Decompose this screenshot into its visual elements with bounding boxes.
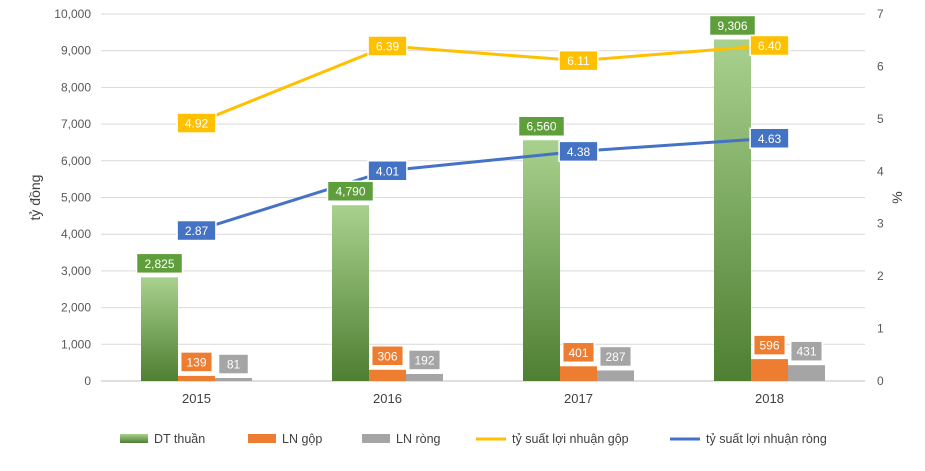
x-tick-label: 2018: [755, 391, 784, 406]
y2-tick-label: 5: [877, 112, 884, 126]
bar: [788, 365, 825, 381]
y-axis-title: tỷ đồng: [27, 175, 43, 221]
y2-tick-label: 2: [877, 269, 884, 283]
legend-label: tỷ suất lợi nhuận gộp: [512, 432, 629, 446]
y2-tick-label: 0: [877, 374, 884, 388]
bar-data-label: 9,306: [717, 19, 747, 33]
line-data-label: 4.63: [758, 132, 782, 146]
legend: DT thuần LN gộp LN ròng tỷ suất lợi nhuận g…: [120, 432, 827, 446]
x-tick-label: 2015: [182, 391, 211, 406]
line-data-label-box: [176, 112, 217, 134]
y-tick-label: 0: [84, 374, 91, 388]
bar-data-label-box: [789, 340, 824, 362]
legend-swatch: [362, 434, 390, 443]
line-data-label: 4.38: [567, 145, 591, 159]
y-tick-label: 2,000: [61, 301, 91, 315]
line-data-label-box: [558, 140, 599, 163]
bar: [597, 370, 634, 381]
bar: [141, 277, 178, 381]
legend-swatch: [120, 434, 148, 443]
bar-data-label: 6,560: [526, 120, 556, 134]
y-tick-label: 8,000: [61, 80, 91, 94]
data-labels: 2,825 4,790 6,560 9,306 139 306 401 596 81 192 287…: [135, 14, 824, 375]
bar-data-label-box: [407, 349, 442, 371]
series-line: [196, 136, 770, 232]
y-tick-label: 9,000: [61, 44, 91, 58]
bar-data-label: 287: [605, 350, 625, 364]
bar: [523, 140, 560, 381]
y-tick-label: 10,000: [54, 7, 91, 21]
bar-data-label-box: [561, 341, 596, 364]
line-data-label: 4.01: [376, 164, 400, 178]
bar-data-label: 401: [568, 346, 588, 360]
y-tick-label: 6,000: [61, 154, 91, 168]
y-tick-label: 4,000: [61, 227, 91, 241]
bar-data-label-box: [598, 345, 633, 368]
line-data-label-box: [176, 219, 217, 242]
bar-data-label-box: [326, 180, 375, 202]
y-tick-label: 5,000: [61, 191, 91, 205]
legend-label: tỷ suất lợi nhuận ròng: [706, 432, 827, 446]
bar: [178, 375, 215, 381]
line-data-label-box: [367, 160, 408, 182]
bar: [215, 378, 252, 381]
legend-label: LN ròng: [396, 432, 441, 446]
line-data-label: 6.11: [567, 54, 590, 68]
bar-data-label-box: [135, 252, 184, 275]
bar-data-label: 139: [186, 355, 206, 369]
y-tick-label: 1,000: [61, 337, 91, 351]
line-data-label-box: [367, 35, 408, 57]
line-data-label: 4.92: [185, 117, 209, 131]
bar: [751, 359, 788, 381]
bar-data-label-box: [179, 351, 214, 373]
y2-tick-label: 3: [877, 217, 884, 231]
bar-data-label: 81: [227, 358, 241, 372]
bar-data-label: 4,790: [335, 185, 365, 199]
x-tick-label: 2017: [564, 391, 593, 406]
legend-label: LN gộp: [282, 432, 322, 446]
y2-tick-label: 6: [877, 59, 884, 73]
legend-swatch: [248, 434, 276, 443]
bar: [406, 373, 443, 381]
bar: [714, 39, 751, 382]
bar-data-label-box: [517, 115, 566, 137]
x-tick-label: 2016: [373, 391, 402, 406]
series-line: [195, 43, 770, 125]
line-data-label-box: [749, 34, 790, 57]
bar-data-label: 596: [759, 339, 779, 353]
line-data-label: 2.87: [185, 224, 209, 238]
lines: [195, 43, 770, 232]
bar-data-label-box: [708, 14, 757, 37]
bar-data-label: 306: [377, 349, 397, 363]
legend-label: DT thuần: [154, 432, 205, 446]
y-tick-label: 3,000: [61, 264, 91, 278]
line-data-label: 6.40: [758, 39, 782, 53]
line-data-label-box: [749, 127, 790, 150]
line-data-label-box: [558, 49, 599, 72]
bar: [369, 369, 406, 381]
bar-data-label: 431: [796, 345, 816, 359]
y-tick-label: 7,000: [61, 117, 91, 131]
bar-data-label-box: [217, 353, 250, 375]
bar-data-label: 2,825: [144, 257, 174, 271]
y2-axis-title: %: [889, 191, 905, 203]
y2-tick-label: 7: [877, 7, 884, 21]
line-data-label: 6.39: [376, 39, 400, 53]
y2-tick-label: 1: [877, 322, 884, 336]
bar: [332, 205, 369, 381]
bar: [560, 366, 597, 381]
bar-data-label-box: [370, 345, 405, 367]
bar-data-label: 192: [414, 353, 434, 367]
bar-data-label-box: [752, 334, 787, 356]
y2-tick-label: 4: [877, 164, 884, 178]
bars: [141, 39, 825, 382]
axes: 0 1,000 2,000 3,000 4,000 5,000 6,000 7,000 8,00…: [27, 7, 905, 406]
